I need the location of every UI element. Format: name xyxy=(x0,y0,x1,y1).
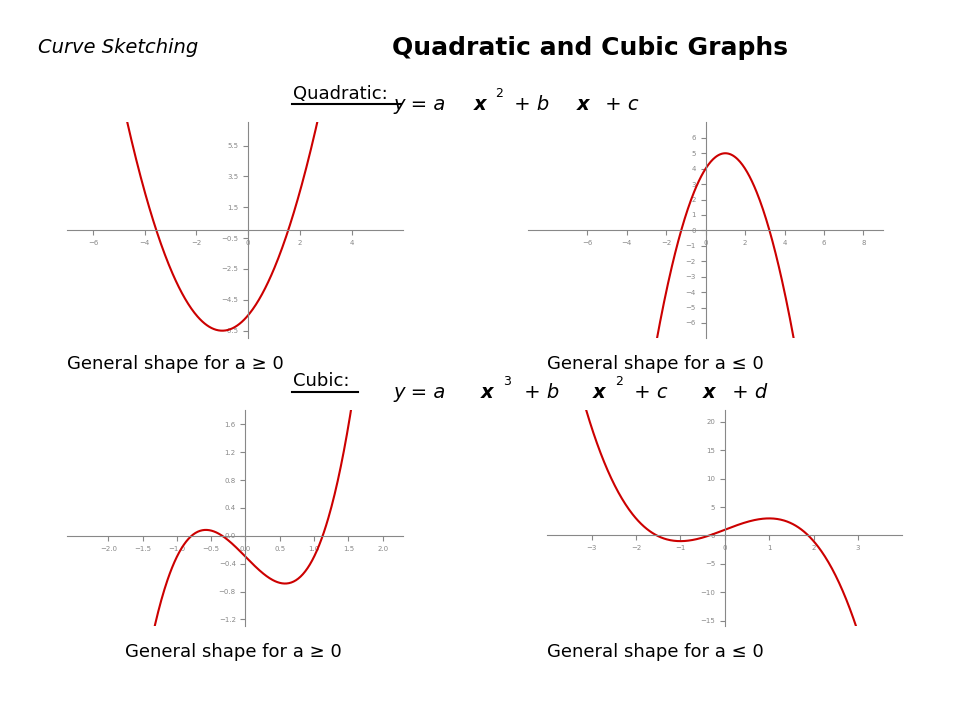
Text: y = a: y = a xyxy=(394,95,446,114)
Text: + b: + b xyxy=(508,95,549,114)
Text: Curve Sketching: Curve Sketching xyxy=(38,38,199,57)
Text: x: x xyxy=(703,383,716,402)
Text: 2: 2 xyxy=(495,86,503,100)
Text: x: x xyxy=(593,383,606,402)
Text: + b: + b xyxy=(518,383,560,402)
Text: 2: 2 xyxy=(614,374,623,388)
Text: General shape for a ≥ 0: General shape for a ≥ 0 xyxy=(125,642,342,661)
Text: x: x xyxy=(473,95,486,114)
Text: General shape for a ≤ 0: General shape for a ≤ 0 xyxy=(547,642,764,661)
Text: General shape for a ≥ 0: General shape for a ≥ 0 xyxy=(67,355,284,373)
Text: Quadratic and Cubic Graphs: Quadratic and Cubic Graphs xyxy=(393,35,788,60)
Text: + c: + c xyxy=(628,383,668,402)
Text: General shape for a ≤ 0: General shape for a ≤ 0 xyxy=(547,355,764,373)
Text: x: x xyxy=(577,95,589,114)
Text: y = a: y = a xyxy=(394,383,446,402)
Text: Cubic:: Cubic: xyxy=(293,372,349,390)
Text: + c: + c xyxy=(599,95,638,114)
Text: x: x xyxy=(481,383,493,402)
Text: + d: + d xyxy=(726,383,767,402)
Text: Quadratic:: Quadratic: xyxy=(293,85,388,103)
Text: 3: 3 xyxy=(503,374,512,388)
